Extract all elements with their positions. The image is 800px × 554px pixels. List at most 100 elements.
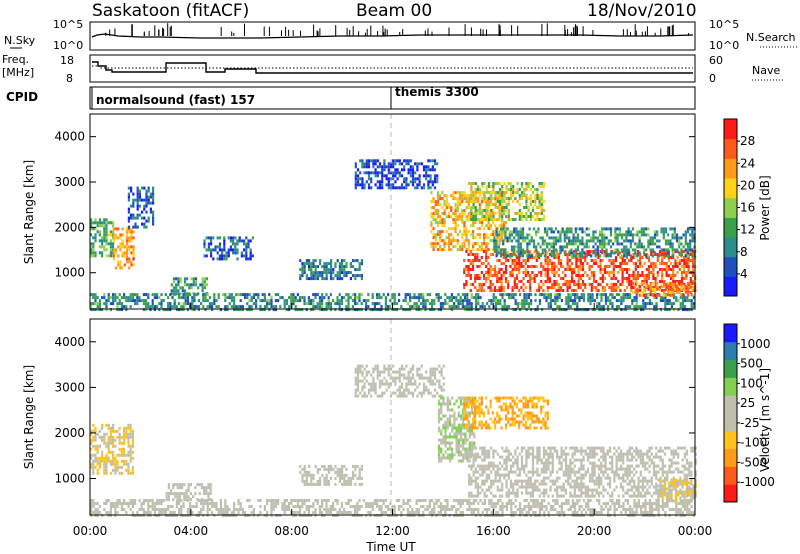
echo-cell xyxy=(468,464,471,468)
echo-cell xyxy=(686,251,690,255)
echo-cell xyxy=(448,453,452,457)
echo-cell xyxy=(661,271,664,274)
echo-cell xyxy=(551,286,554,289)
echo-cell xyxy=(590,236,593,240)
echo-cell xyxy=(487,191,491,194)
echo-cell xyxy=(452,194,455,198)
echo-cell xyxy=(281,296,284,300)
echo-cell xyxy=(634,283,637,286)
echo-cell xyxy=(192,283,195,287)
echo-cell xyxy=(535,396,538,400)
echo-cell xyxy=(444,456,447,460)
echo-cell xyxy=(579,239,582,243)
echo-cell xyxy=(172,486,175,490)
echo-cell xyxy=(505,188,508,191)
echo-cell xyxy=(229,236,232,240)
echo-cell xyxy=(500,283,503,286)
echo-cell xyxy=(455,399,458,403)
echo-cell xyxy=(290,299,293,303)
echo-cell xyxy=(112,468,115,472)
echo-cell xyxy=(129,459,132,463)
echo-cell xyxy=(96,305,99,309)
echo-cell xyxy=(354,274,357,278)
echo-cell xyxy=(662,230,665,234)
echo-cell xyxy=(458,203,462,207)
echo-cell xyxy=(683,268,686,271)
echo-cell xyxy=(565,242,569,246)
echo-cell xyxy=(152,213,155,217)
echo-cell xyxy=(466,299,469,303)
echo-cell xyxy=(639,262,642,265)
echo-cell xyxy=(676,265,679,268)
echo-cell xyxy=(511,250,514,253)
echo-cell xyxy=(511,262,514,265)
echo-cell xyxy=(308,265,311,269)
echo-cell xyxy=(675,248,679,252)
echo-cell xyxy=(678,239,681,243)
echo-cell xyxy=(652,277,655,280)
echo-cell xyxy=(485,248,488,252)
echo-cell xyxy=(303,265,306,269)
echo-cell xyxy=(485,242,488,246)
echo-cell xyxy=(532,245,536,249)
echo-cell xyxy=(123,426,126,430)
echo-cell xyxy=(356,370,360,374)
echo-cell xyxy=(665,268,668,271)
echo-cell xyxy=(626,305,629,309)
echo-cell xyxy=(444,302,447,306)
echo-cell xyxy=(467,212,470,216)
echo-cell xyxy=(662,290,665,294)
echo-cell xyxy=(466,447,469,451)
echo-cell xyxy=(179,292,182,296)
echo-cell xyxy=(349,262,352,266)
echo-cell xyxy=(356,274,359,278)
echo-cell xyxy=(633,299,636,303)
echo-cell xyxy=(363,165,366,169)
echo-cell xyxy=(465,414,468,418)
echo-cell xyxy=(642,302,645,306)
echo-cell xyxy=(147,305,150,309)
y-tick-label: 1000 xyxy=(54,266,85,280)
echo-cell xyxy=(109,429,112,433)
echo-cell xyxy=(185,495,188,499)
echo-cell xyxy=(451,450,454,454)
echo-cell xyxy=(526,399,530,403)
echo-cell xyxy=(465,283,468,286)
echo-cell xyxy=(114,444,117,448)
echo-cell xyxy=(609,254,613,258)
echo-cell xyxy=(463,405,466,409)
echo-cell xyxy=(638,236,641,240)
echo-cell xyxy=(103,465,106,469)
echo-cell xyxy=(352,476,355,480)
echo-cell xyxy=(667,284,670,288)
echo-cell xyxy=(354,394,357,398)
echo-cell xyxy=(112,302,115,306)
echo-cell xyxy=(506,251,509,255)
echo-cell xyxy=(209,489,212,493)
echo-cell xyxy=(196,483,199,487)
echo-cell xyxy=(582,296,585,300)
echo-cell xyxy=(345,482,348,486)
echo-cell xyxy=(103,302,106,306)
echo-cell xyxy=(605,242,608,246)
echo-cell xyxy=(520,191,524,194)
echo-cell xyxy=(527,293,530,297)
echo-cell xyxy=(464,450,467,454)
echo-cell xyxy=(234,251,237,255)
echo-cell xyxy=(341,268,344,272)
echo-cell xyxy=(241,293,244,297)
echo-cell xyxy=(483,308,486,312)
echo-cell xyxy=(470,200,473,203)
echo-cell xyxy=(667,251,670,255)
nave-trace xyxy=(92,65,693,69)
echo-cell xyxy=(101,423,104,427)
echo-cell xyxy=(603,286,607,289)
echo-cell xyxy=(138,204,141,208)
echo-cell xyxy=(579,251,582,255)
echo-cell xyxy=(356,302,359,306)
echo-cell xyxy=(627,248,630,252)
echo-cell xyxy=(474,206,477,209)
echo-cell xyxy=(529,218,532,221)
echo-cell xyxy=(476,242,479,246)
echo-cell xyxy=(652,286,655,289)
